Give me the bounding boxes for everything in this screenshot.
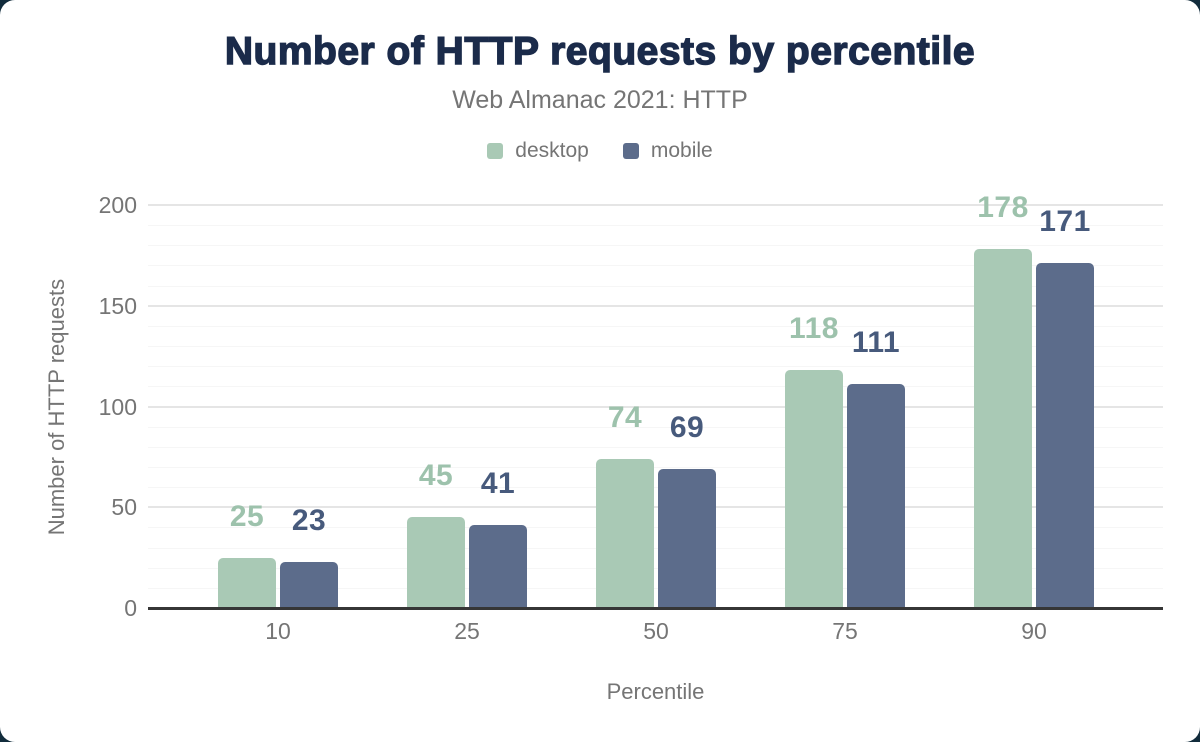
- gridline-minor: [148, 487, 1163, 489]
- y-axis-tick-label-50: 50: [111, 494, 137, 521]
- y-axis-tick-label-200: 200: [98, 192, 137, 218]
- bar-mobile-p25[interactable]: [469, 525, 527, 608]
- bar-desktop-p50[interactable]: [596, 458, 654, 608]
- gridline-minor: [148, 325, 1163, 327]
- bar-desktop-p75[interactable]: [785, 370, 843, 608]
- bar-value-label-desktop-p10: 25: [229, 499, 265, 533]
- gridline-major: [148, 304, 1163, 307]
- chart-title: Number of HTTP requests by percentile: [224, 29, 976, 73]
- bar-mobile-p75[interactable]: [847, 384, 905, 608]
- gridline-minor: [148, 366, 1163, 368]
- y-axis-tick-label-100: 100: [98, 393, 137, 420]
- bar-value-label-mobile-p90: 171: [1039, 205, 1091, 239]
- bar-value-label-mobile-p25: 41: [480, 467, 516, 501]
- bar-value-label-mobile-p10: 23: [291, 503, 327, 537]
- x-axis-tick-label-75: 75: [832, 618, 858, 644]
- gridline-minor: [148, 466, 1163, 468]
- legend-label-mobile: mobile: [650, 139, 713, 162]
- legend-item-desktop[interactable]: desktop: [487, 139, 589, 163]
- gridline-minor: [148, 527, 1163, 529]
- bar-value-label-desktop-p50: 74: [607, 400, 643, 434]
- bar-mobile-p10[interactable]: [280, 561, 338, 608]
- gridline-minor: [148, 547, 1163, 549]
- bar-value-label-desktop-p75: 118: [789, 312, 839, 346]
- bar-value-label-mobile-p75: 111: [851, 326, 901, 360]
- gridline-minor: [148, 225, 1163, 227]
- bar-value-label-desktop-p90: 178: [977, 191, 1029, 225]
- bar-desktop-p25[interactable]: [407, 517, 465, 608]
- bar-value-label-mobile-p50: 69: [669, 410, 705, 444]
- legend-swatch-desktop: [487, 143, 504, 159]
- bar-desktop-p10[interactable]: [218, 557, 276, 608]
- legend-swatch-mobile: [622, 143, 639, 159]
- gridline-minor: [148, 386, 1163, 388]
- bar-mobile-p90[interactable]: [1036, 263, 1094, 608]
- gridline-major: [148, 506, 1163, 509]
- gridline-minor: [148, 346, 1163, 348]
- legend-item-mobile[interactable]: mobile: [622, 139, 713, 163]
- x-axis-title: Percentile: [606, 679, 705, 704]
- legend-label-desktop: desktop: [515, 139, 589, 162]
- gridline-minor: [148, 285, 1163, 287]
- y-axis-tick-label-0: 0: [124, 595, 137, 621]
- legend: desktop mobile: [0, 139, 1200, 163]
- x-axis-tick-label-50: 50: [643, 618, 669, 644]
- gridline-major: [148, 405, 1163, 408]
- gridline-major: [148, 204, 1163, 206]
- bar-desktop-p90[interactable]: [974, 249, 1032, 608]
- chart-subtitle: Web Almanac 2021: HTTP: [452, 86, 748, 114]
- gridline-minor: [148, 446, 1163, 448]
- y-axis-tick-label-150: 150: [98, 292, 137, 319]
- bar-mobile-p50[interactable]: [658, 468, 716, 608]
- gridline-minor: [148, 245, 1163, 247]
- gridline-minor: [148, 567, 1163, 569]
- bar-value-label-desktop-p25: 45: [418, 459, 454, 493]
- x-axis-tick-label-25: 25: [454, 618, 480, 644]
- x-axis-line: [148, 607, 1163, 610]
- x-axis-tick-label-90: 90: [1021, 618, 1047, 644]
- plot-area: 25 23 45 41 74 69 118 111 178 171: [148, 193, 1163, 610]
- x-axis-tick-label-10: 10: [265, 618, 291, 644]
- gridline-minor: [148, 265, 1163, 267]
- gridline-minor: [148, 426, 1163, 428]
- gridline-minor: [148, 587, 1163, 589]
